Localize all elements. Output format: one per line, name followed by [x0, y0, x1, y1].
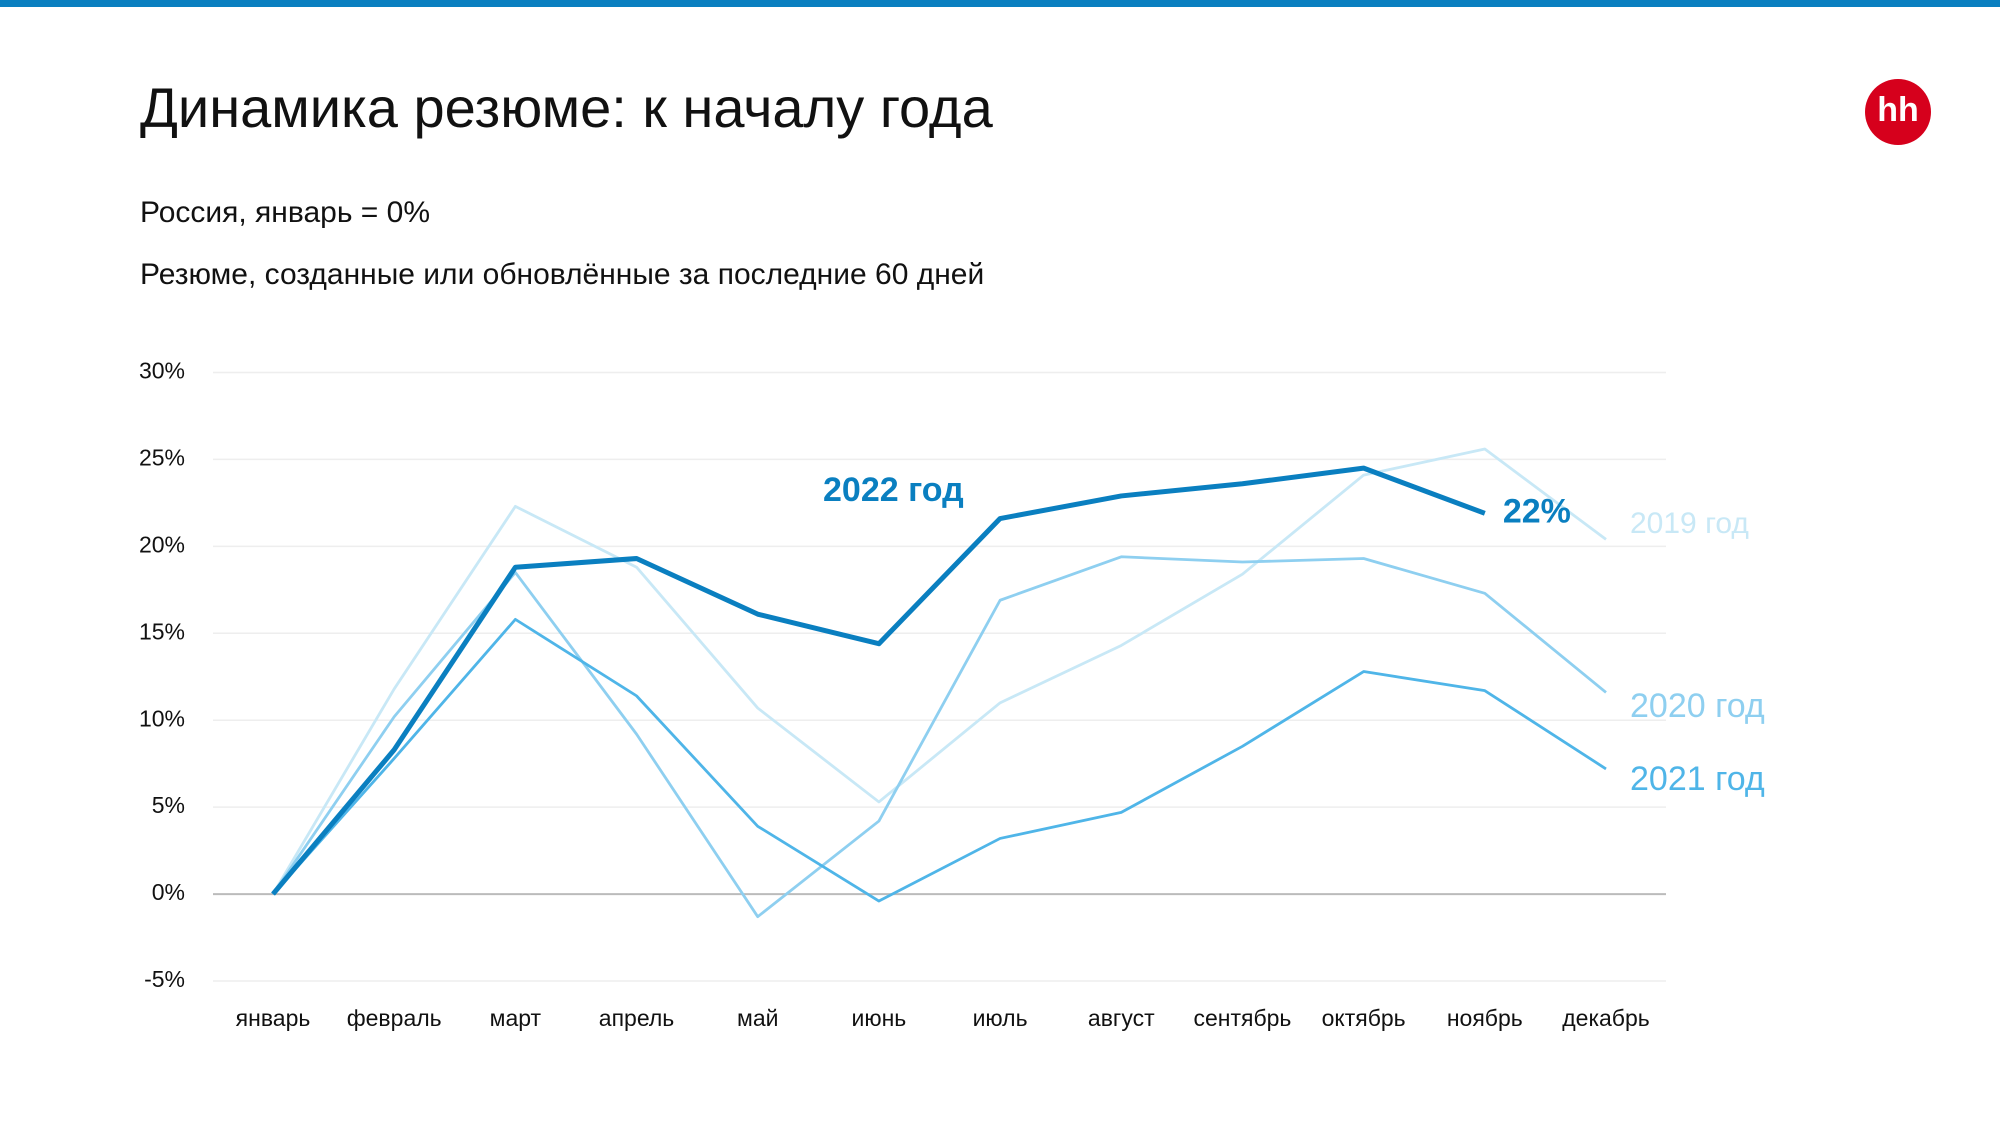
x-tick-label: октябрь [1322, 1005, 1406, 1031]
x-tick-label: май [737, 1005, 778, 1031]
subtitle: Россия, январь = 0% [140, 196, 430, 229]
x-tick-label: ноябрь [1447, 1005, 1523, 1031]
logo [1865, 79, 1931, 145]
subtitle: Резюме, созданные или обновлённые за пос… [140, 258, 984, 291]
series-label: 2019 год [1630, 507, 1749, 540]
y-tick-label: 5% [152, 792, 185, 818]
top-bar [0, 0, 2000, 7]
y-tick-label: 20% [139, 531, 185, 557]
line [271, 447, 1607, 895]
title: Динамика резюме: к началу года [140, 76, 994, 139]
x-tick-label: март [490, 1005, 542, 1031]
line [271, 465, 1486, 896]
value-label: 22% [1503, 492, 1571, 530]
y-tick-label: 25% [139, 445, 185, 471]
x-tick-label: сентябрь [1193, 1005, 1291, 1031]
series-label: 2021 год [1630, 760, 1765, 798]
x-tick-label: апрель [599, 1005, 674, 1031]
x-tick-label: декабрь [1562, 1005, 1650, 1031]
x-tick-label: январь [236, 1005, 311, 1031]
x-tick-label: февраль [347, 1005, 442, 1031]
y-tick-label: 10% [139, 705, 185, 731]
x-tick-label: июнь [852, 1005, 907, 1031]
series-label: 2022 год [823, 471, 964, 509]
y-tick-label: 30% [139, 358, 185, 384]
x-tick-label: июль [973, 1005, 1028, 1031]
y-tick-label: 15% [139, 618, 185, 644]
y-tick-label: 0% [152, 879, 185, 905]
logo-text: hh [1877, 91, 1919, 129]
series-label: 2020 год [1630, 687, 1765, 725]
y-tick-label: -5% [144, 966, 185, 992]
x-tick-label: август [1088, 1005, 1155, 1031]
line [271, 617, 1607, 903]
line [271, 555, 1607, 919]
